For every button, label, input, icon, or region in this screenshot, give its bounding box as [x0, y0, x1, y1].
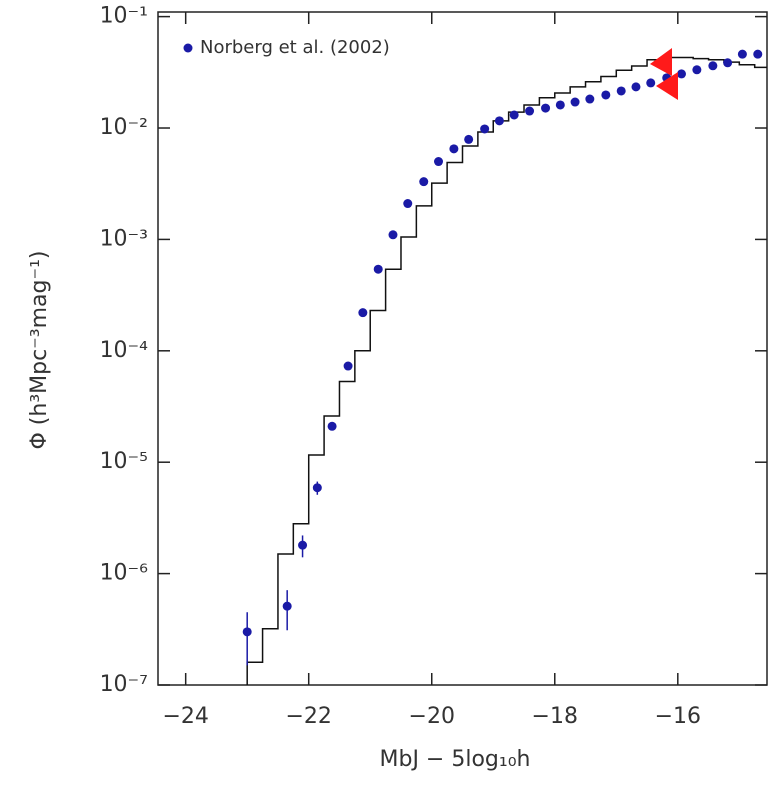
data-point [494, 116, 504, 126]
data-point [570, 97, 580, 107]
data-point [616, 86, 626, 96]
data-point [525, 106, 535, 116]
data-point [434, 157, 444, 167]
data-point [343, 361, 353, 371]
x-tick-label: −18 [532, 704, 578, 729]
y-tick-label: 10⁻¹ [100, 4, 148, 29]
y-tick-label: 10⁻² [100, 115, 148, 140]
x-tick-label: −16 [655, 704, 701, 729]
data-point [282, 601, 292, 611]
x-tick-label: −24 [162, 704, 208, 729]
data-point [753, 49, 763, 59]
data-point [403, 199, 413, 209]
data-point [737, 49, 747, 59]
plot-frame [157, 11, 768, 686]
data-point [358, 308, 368, 318]
data-point [646, 78, 656, 88]
data-point [692, 65, 702, 75]
data-point [541, 103, 551, 113]
legend-marker [183, 43, 193, 53]
x-axis-label: MbJ − 5log₁₀h [380, 747, 531, 772]
y-tick-label: 10⁻⁷ [100, 672, 148, 697]
data-point [708, 61, 718, 71]
data-point [585, 94, 595, 104]
legend-label: Norberg et al. (2002) [200, 37, 390, 58]
data-point [723, 58, 733, 68]
data-point [312, 483, 322, 493]
x-tick-label: −20 [409, 704, 455, 729]
data-point [298, 540, 308, 550]
data-point [388, 230, 398, 240]
data-point [373, 264, 383, 274]
data-point [676, 69, 686, 79]
data-point [464, 134, 474, 144]
plot-area [242, 49, 767, 685]
data-point [327, 421, 337, 431]
arrow [650, 48, 672, 76]
data-point [480, 124, 490, 134]
data-point [449, 144, 459, 154]
y-tick-label: 10⁻⁵ [100, 449, 148, 474]
data-point [555, 100, 565, 110]
data-point [631, 82, 641, 92]
y-tick-label: 10⁻³ [100, 226, 148, 251]
y-tick-label: 10⁻⁶ [100, 561, 149, 586]
model-histogram [246, 56, 767, 685]
data-point [419, 177, 429, 187]
y-tick-label: 10⁻⁴ [100, 338, 149, 363]
data-point [242, 627, 252, 637]
arrow [656, 72, 678, 100]
data-point [509, 110, 519, 120]
y-axis-label: Φ (h³Mpc⁻³mag⁻¹) [27, 250, 52, 449]
x-tick-label: −22 [285, 704, 331, 729]
data-point [601, 90, 611, 100]
